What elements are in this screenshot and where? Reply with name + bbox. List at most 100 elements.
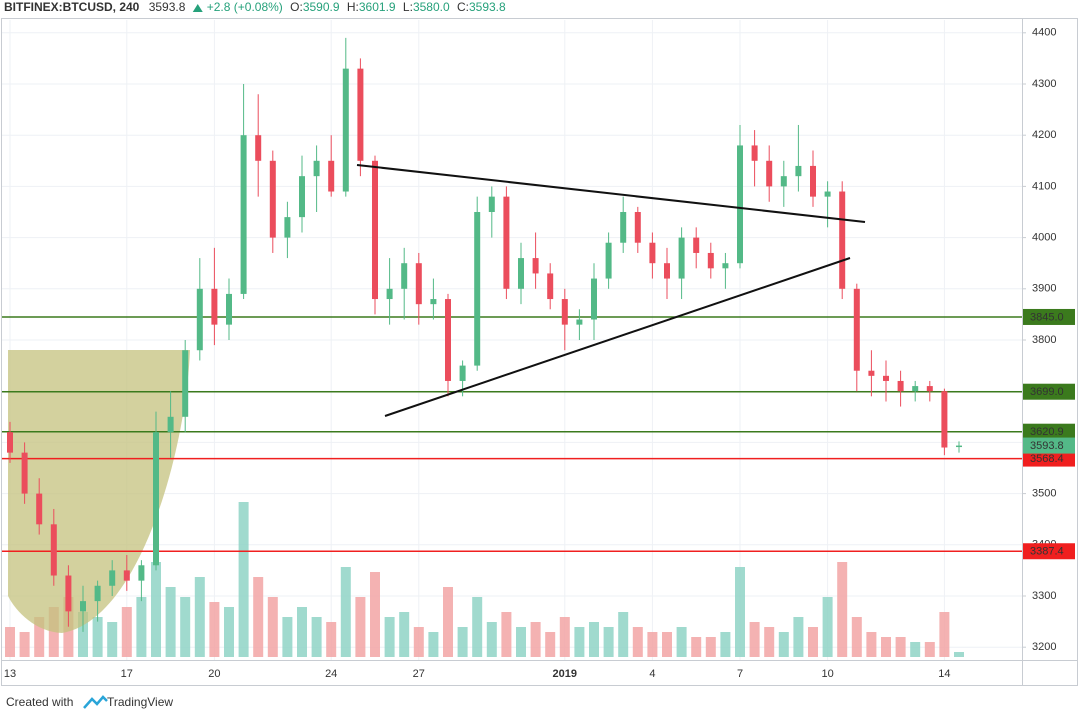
candle-body bbox=[196, 288, 203, 351]
volume-bar bbox=[764, 627, 775, 657]
candle-body bbox=[591, 278, 597, 320]
candle-body bbox=[153, 432, 159, 566]
volume-bar bbox=[881, 637, 891, 657]
volume-bar bbox=[370, 572, 380, 657]
volume-bar bbox=[399, 612, 410, 657]
ohlc-value: 3593.8 bbox=[469, 0, 506, 14]
ohlc-key: O: bbox=[290, 0, 303, 14]
footer-brand[interactable]: TradingView bbox=[107, 695, 173, 709]
candle-body bbox=[401, 263, 408, 289]
candle-body bbox=[620, 212, 627, 243]
volume-bar bbox=[92, 617, 103, 657]
y-tick-label: 4000 bbox=[1032, 232, 1056, 244]
candle-body bbox=[737, 145, 743, 264]
grid bbox=[2, 20, 1022, 660]
candle-body bbox=[868, 370, 875, 376]
candle-body bbox=[897, 380, 904, 392]
last-price-label: 3593.8 bbox=[1030, 440, 1064, 452]
volume-bar bbox=[603, 627, 614, 657]
level-line-label: 3568.4 bbox=[1030, 453, 1064, 465]
candle-body bbox=[780, 176, 787, 187]
last-price-box bbox=[1023, 437, 1075, 454]
ohlc-value: 3590.9 bbox=[303, 0, 340, 14]
volume-bar bbox=[676, 627, 687, 657]
frame bbox=[1, 18, 1078, 686]
candle-body bbox=[430, 299, 437, 305]
candle-body bbox=[269, 160, 276, 238]
volume-bar bbox=[326, 622, 337, 657]
volume-bar bbox=[19, 632, 30, 657]
candle-body bbox=[795, 165, 802, 177]
volume-bar bbox=[924, 642, 935, 657]
trend-line bbox=[384, 257, 851, 417]
volume-bar bbox=[267, 597, 278, 657]
up-arrow-icon bbox=[192, 4, 203, 12]
volume-bar bbox=[165, 587, 176, 657]
volume-bar bbox=[311, 617, 322, 657]
candle-body bbox=[211, 288, 218, 325]
volume-bar bbox=[501, 612, 512, 657]
candle-body bbox=[926, 386, 933, 392]
volume-bar bbox=[34, 617, 45, 657]
level-line-box bbox=[1023, 450, 1075, 467]
volume-bar bbox=[428, 632, 439, 657]
volume-bar bbox=[530, 622, 541, 657]
volume-bar bbox=[282, 617, 293, 657]
candle-body bbox=[357, 68, 364, 161]
volume-bar bbox=[910, 642, 921, 657]
candle-body bbox=[372, 160, 378, 300]
candle-body bbox=[415, 263, 422, 305]
ohlc-key: L: bbox=[403, 0, 413, 14]
volume-bar bbox=[238, 502, 249, 657]
candle-body bbox=[109, 570, 116, 586]
y-axis: 3200330034003500360037003800390040004100… bbox=[1022, 27, 1075, 653]
ohlc-key: C: bbox=[457, 0, 469, 14]
candle-body bbox=[182, 350, 189, 417]
candle-body bbox=[649, 242, 656, 264]
volume-bar bbox=[749, 622, 760, 657]
candles bbox=[7, 37, 962, 632]
candle-body bbox=[518, 258, 524, 289]
volume-bar bbox=[516, 627, 526, 657]
candle-body bbox=[664, 263, 670, 279]
volume-bar bbox=[735, 567, 745, 657]
candle-body bbox=[474, 212, 481, 366]
volume-bar bbox=[632, 627, 643, 657]
volume-bar bbox=[545, 632, 556, 657]
volume-bar bbox=[457, 627, 468, 657]
candle-body bbox=[94, 585, 101, 602]
volume-bar bbox=[559, 617, 570, 657]
candle-body bbox=[328, 160, 335, 192]
candle-body bbox=[678, 237, 685, 279]
volume-bar bbox=[574, 627, 585, 657]
x-tick-label: 2019 bbox=[553, 668, 577, 680]
candle-body bbox=[50, 524, 57, 576]
y-tick-label: 4400 bbox=[1032, 27, 1056, 39]
x-tick-label: 7 bbox=[737, 668, 743, 680]
volume-bar bbox=[151, 562, 161, 657]
volume-bar bbox=[413, 627, 424, 657]
trend-line bbox=[356, 164, 866, 223]
candle-body bbox=[839, 191, 846, 289]
level-line-box bbox=[1023, 423, 1075, 440]
candle-body bbox=[7, 432, 13, 453]
y-tick-label: 3300 bbox=[1032, 590, 1056, 602]
candle-body bbox=[707, 252, 714, 269]
volume-bar bbox=[209, 602, 220, 657]
volume-bar bbox=[895, 637, 906, 657]
last: 3593.8 bbox=[149, 0, 186, 14]
y-tick-label: 4200 bbox=[1032, 129, 1056, 141]
level-line-box bbox=[1023, 383, 1075, 400]
footer-text: Created with bbox=[6, 695, 73, 709]
y-tick-label: 4100 bbox=[1032, 180, 1056, 192]
candle-body bbox=[941, 391, 948, 448]
volume-bar bbox=[589, 622, 599, 657]
volume-bar bbox=[355, 597, 366, 657]
x-tick-label: 27 bbox=[413, 668, 425, 680]
candle-body bbox=[80, 601, 86, 612]
candle-body bbox=[824, 191, 831, 197]
candle-body bbox=[532, 258, 539, 274]
candle-body bbox=[123, 570, 130, 581]
candle-body bbox=[313, 160, 320, 177]
volume-bar bbox=[384, 617, 395, 657]
